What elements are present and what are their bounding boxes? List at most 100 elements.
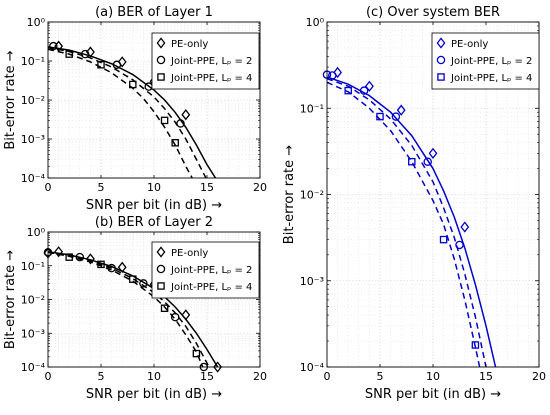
series-line-circle [326, 78, 487, 368]
legend-marker-diamond [156, 37, 166, 49]
legend-item: PE-only [156, 37, 208, 50]
data-point-diamond [364, 80, 374, 92]
data-point-circle [328, 71, 337, 80]
x-tick-label: 20 [253, 370, 267, 383]
legend-marker-square [437, 73, 445, 81]
y-tick-label: 10⁰ [27, 16, 46, 29]
data-point-square [192, 349, 201, 358]
x-tick-label: 20 [532, 370, 546, 383]
y-tick-label: 10⁻² [300, 189, 324, 202]
data-point-square [129, 80, 137, 89]
legend-item: Joint-PPE, Lₚ = 2 [436, 55, 532, 67]
y-tick-label: 10⁻² [21, 94, 45, 107]
data-point-circle [75, 252, 85, 262]
panel-b-ber-layer-2: 0 5 10 15 20 10⁰ 10⁻¹ 10⁻² 10⁻³ 10⁻⁴ (b) BER of La… [3, 215, 267, 402]
legend-marker-square [157, 282, 165, 290]
legend-marker-diamond [156, 246, 166, 258]
data-point-diamond [213, 361, 223, 373]
panel-c-overall-system-ber: 0 5 10 15 20 10⁰ 10⁻¹ 10⁻² 10⁻³ 10⁻⁴ (c) Over syst… [282, 5, 546, 402]
legend-label: Joint-PPE, Lₚ = 2 [450, 56, 532, 67]
series-line-square [47, 48, 193, 179]
legend-item: Joint-PPE, Lₚ = 4 [157, 73, 252, 84]
y-tick-label: 10⁻¹ [21, 55, 45, 68]
legend-item: Joint-PPE, Lₚ = 4 [157, 282, 252, 293]
x-tick-label: 5 [98, 181, 105, 194]
y-tick-label: 10⁻¹ [300, 102, 324, 115]
data-point-square [439, 235, 448, 244]
legend-marker-diamond [436, 37, 446, 49]
y-tick-label: 10⁻⁴ [300, 361, 325, 374]
legend-item: Joint-PPE, Lₚ = 2 [156, 264, 252, 276]
legend-marker-circle [156, 55, 166, 65]
x-tick-label: 0 [45, 181, 52, 194]
data-point-circle [423, 157, 432, 166]
legend: PE-only Joint-PPE, Lₚ = 2 Joint-PPE, Lₚ = … [151, 241, 260, 299]
data-point-diamond [85, 253, 95, 265]
y-tick-label: 10⁻³ [21, 133, 45, 146]
y-axis-label: Bit-error rate → [282, 145, 297, 244]
legend-box [431, 32, 540, 90]
data-point-diamond [54, 246, 64, 258]
legend-label: Joint-PPE, Lₚ = 4 [170, 282, 252, 293]
data-point-diamond [181, 109, 191, 121]
data-point-circle [359, 86, 369, 95]
data-point-square [471, 341, 480, 349]
legend-box [151, 241, 260, 299]
x-tick-label: 15 [200, 370, 214, 383]
series-1 [47, 40, 217, 179]
legend-label: Joint-PPE, Lₚ = 4 [450, 73, 532, 84]
legend: PE-only Joint-PPE, Lₚ = 2 Joint-PPE, Lₚ = … [431, 32, 540, 90]
x-tick-label: 15 [479, 370, 493, 383]
series-2 [47, 41, 207, 179]
data-point-diamond [460, 221, 470, 233]
x-tick-label: 15 [200, 181, 214, 194]
grid [48, 232, 260, 367]
x-tick-label: 20 [253, 181, 267, 194]
legend-label: PE-only [171, 248, 208, 259]
legend-label: PE-only [171, 39, 208, 50]
chart-title: (c) Over system BER [366, 5, 500, 20]
data-point-circle [139, 279, 148, 288]
series-3 [326, 81, 481, 368]
data-point-square [97, 260, 105, 269]
x-tick-label: 10 [147, 181, 161, 194]
x-tick-label: 10 [426, 370, 440, 383]
y-tick-label: 10⁻⁴ [21, 361, 46, 374]
series-line-square [47, 251, 204, 368]
legend-label: Joint-PPE, Lₚ = 2 [170, 265, 252, 276]
data-point-circle [112, 60, 122, 70]
data-point-square [376, 112, 384, 121]
x-tick-label: 10 [147, 370, 161, 383]
y-axis-label: Bit-error rate → [3, 250, 18, 349]
legend-marker-circle [436, 55, 446, 65]
legend-label: Joint-PPE, Lₚ = 2 [170, 56, 252, 67]
data-point-diamond [333, 66, 343, 79]
y-tick-label: 10⁻³ [21, 327, 45, 340]
y-tick-label: 10⁻² [21, 294, 45, 307]
legend-item: PE-only [156, 246, 208, 259]
data-point-square [65, 253, 73, 261]
data-point-circle [455, 240, 464, 250]
y-tick-label: 10⁰ [306, 16, 325, 29]
legend-label: Joint-PPE, Lₚ = 4 [170, 73, 252, 84]
data-point-square [344, 86, 352, 95]
data-point-square [408, 157, 416, 166]
series-2 [322, 70, 487, 368]
legend-marker-circle [156, 264, 166, 274]
data-point-circle [176, 119, 185, 128]
data-point-square [129, 275, 137, 283]
y-tick-label: 10⁻⁴ [21, 172, 46, 185]
x-axis-label: SNR per bit (in dB) → [365, 387, 501, 402]
data-point-diamond [85, 46, 95, 58]
data-point-square [97, 61, 105, 69]
legend: PE-only Joint-PPE, Lₚ = 2 Joint-PPE, Lₚ = … [151, 32, 260, 90]
legend-item: PE-only [436, 37, 488, 50]
legend-item: Joint-PPE, Lₚ = 2 [156, 55, 252, 67]
legend-label: PE-only [451, 39, 488, 50]
data-point-circle [80, 49, 90, 59]
y-axis-label: Bit-error rate → [3, 50, 18, 149]
series-line-diamond [47, 46, 217, 179]
x-tick-label: 5 [98, 370, 105, 383]
legend-box [151, 32, 260, 90]
